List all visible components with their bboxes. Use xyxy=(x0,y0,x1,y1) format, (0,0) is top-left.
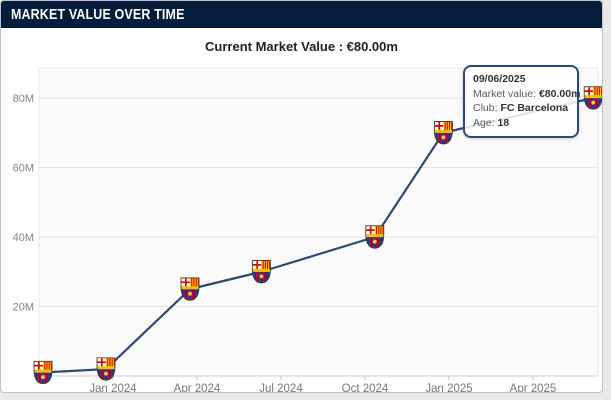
x-axis-label: Apr 2024 xyxy=(174,383,221,393)
data-point-crest-icon[interactable] xyxy=(252,261,270,283)
card-header: MARKET VALUE OVER TIME xyxy=(1,1,602,28)
x-axis-label: Jul 2024 xyxy=(259,383,303,393)
chart-tooltip: 09/06/2025 Market value: €80.00m Club: F… xyxy=(463,65,581,138)
market-value-card: 20M 40M 60M 80M Jan 2024 Apr 2024 Jul 2024 Oct … xyxy=(0,0,603,393)
tooltip-club: Club: FC Barcelona xyxy=(473,102,569,114)
chart-canvas: 20M 40M 60M 80M Jan 2024 Apr 2024 Jul 2024 Oct … xyxy=(13,67,603,393)
x-axis-label: Oct 2024 xyxy=(342,383,389,393)
data-point-crest-icon[interactable] xyxy=(181,278,199,300)
y-axis-label: 40M xyxy=(13,232,34,244)
market-value-chart: 20M 40M 60M 80M Jan 2024 Apr 2024 Jul 2024 Oct … xyxy=(1,1,603,393)
tooltip-age: Age: 18 xyxy=(473,116,510,129)
y-axis-label: 80M xyxy=(13,93,34,105)
data-point-crest-icon[interactable] xyxy=(366,226,384,248)
x-axis-label: Apr 2025 xyxy=(510,383,557,393)
y-axis-label: 60M xyxy=(13,163,34,175)
current-market-value-text: Current Market Value : €80.00m xyxy=(205,39,398,54)
data-point-crest-icon[interactable] xyxy=(97,358,115,380)
x-axis-label: Jan 2025 xyxy=(425,383,472,393)
y-axis-label: 20M xyxy=(13,302,34,314)
page-title: MARKET VALUE OVER TIME xyxy=(10,6,185,23)
tooltip-market-value: Market value: €80.00m xyxy=(473,87,581,100)
data-point-crest-icon[interactable] xyxy=(584,87,602,109)
data-point-crest-icon[interactable] xyxy=(34,361,52,383)
x-axis-label: Jan 2024 xyxy=(89,383,137,393)
tooltip-date: 09/06/2025 xyxy=(473,73,526,85)
data-point-crest-icon[interactable] xyxy=(434,122,452,144)
